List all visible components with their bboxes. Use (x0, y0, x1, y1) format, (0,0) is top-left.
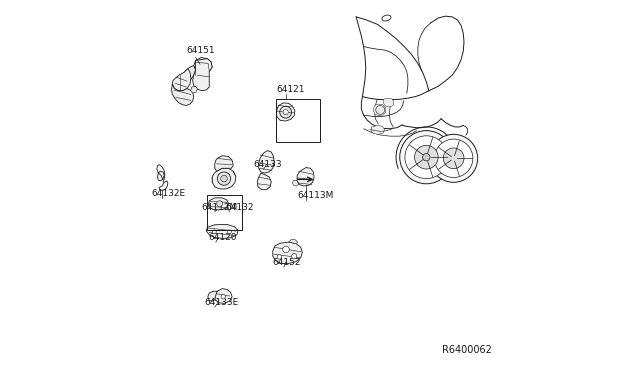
Polygon shape (259, 151, 274, 173)
Circle shape (292, 254, 297, 259)
Polygon shape (194, 58, 212, 74)
Polygon shape (297, 167, 314, 186)
Circle shape (218, 172, 230, 185)
Circle shape (422, 154, 430, 161)
Text: 64120: 64120 (209, 233, 237, 242)
Polygon shape (215, 156, 233, 171)
Ellipse shape (382, 15, 391, 21)
Text: 64112M: 64112M (202, 203, 238, 212)
Text: 64121: 64121 (276, 86, 305, 94)
Text: 64113M: 64113M (297, 191, 333, 200)
Circle shape (212, 230, 216, 234)
Circle shape (429, 134, 477, 182)
Polygon shape (206, 224, 238, 238)
Polygon shape (276, 103, 295, 121)
Text: 64152: 64152 (273, 258, 301, 267)
Text: 64133: 64133 (253, 160, 282, 169)
Circle shape (400, 131, 453, 184)
Circle shape (376, 106, 385, 114)
Polygon shape (383, 98, 394, 107)
Polygon shape (257, 173, 271, 190)
Polygon shape (371, 125, 385, 134)
Polygon shape (209, 198, 228, 210)
Circle shape (405, 136, 448, 179)
Circle shape (283, 110, 288, 115)
Circle shape (444, 148, 464, 169)
Polygon shape (182, 65, 196, 83)
Text: 64151: 64151 (186, 46, 215, 55)
Polygon shape (273, 242, 302, 263)
Circle shape (415, 145, 438, 169)
Polygon shape (292, 180, 299, 186)
Circle shape (283, 246, 289, 253)
Circle shape (277, 255, 282, 259)
Circle shape (221, 295, 225, 299)
Polygon shape (373, 104, 386, 116)
Polygon shape (212, 168, 236, 189)
Circle shape (221, 175, 227, 182)
Circle shape (228, 230, 232, 234)
Text: 64132E: 64132E (151, 189, 185, 198)
Polygon shape (193, 59, 212, 91)
Text: R6400062: R6400062 (442, 345, 492, 355)
Circle shape (280, 106, 292, 118)
Polygon shape (208, 291, 218, 301)
Text: 64133E: 64133E (205, 298, 239, 307)
Circle shape (435, 139, 473, 177)
Polygon shape (159, 181, 168, 190)
Polygon shape (172, 68, 191, 91)
Circle shape (216, 201, 223, 207)
Polygon shape (157, 171, 164, 181)
Bar (207, 195, 243, 230)
Text: 64132: 64132 (226, 203, 254, 212)
Polygon shape (289, 240, 298, 244)
Polygon shape (191, 86, 197, 93)
Polygon shape (172, 84, 194, 106)
Polygon shape (215, 289, 232, 304)
Bar (276, 99, 320, 142)
